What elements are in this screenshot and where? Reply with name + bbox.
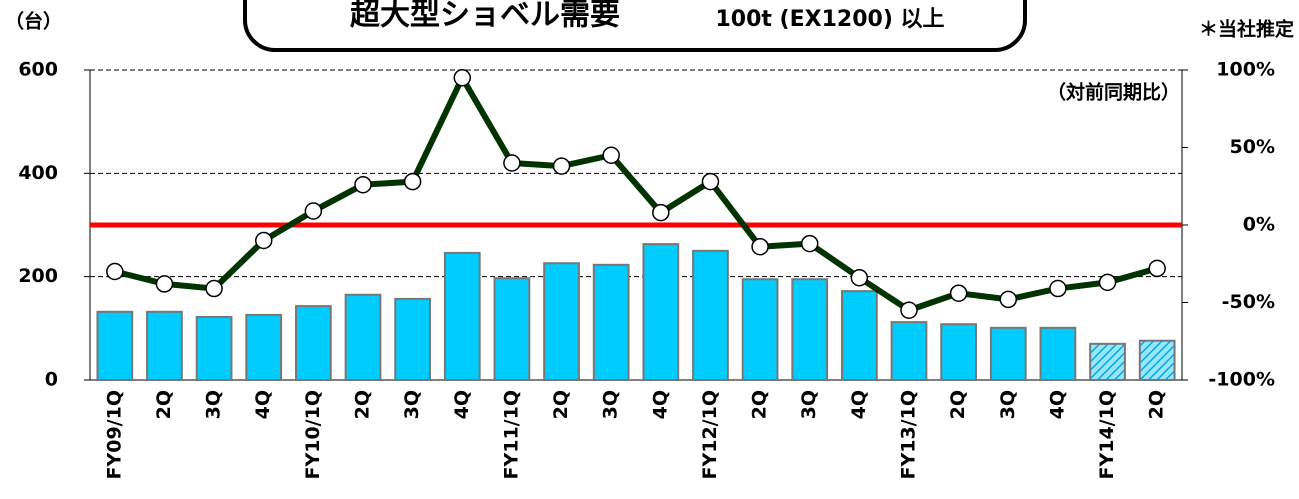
line-point (1148, 259, 1166, 278)
x-tick-label: FY10/1Q (302, 390, 324, 480)
bar (344, 293, 382, 381)
y2-tick-label: 100% (1216, 59, 1275, 81)
bar (493, 277, 531, 382)
line-point (453, 69, 472, 87)
bar (443, 251, 481, 381)
bar (791, 278, 829, 381)
x-tick-label: FY11/1Q (500, 390, 522, 480)
line-point (1049, 279, 1067, 298)
bar (890, 321, 928, 381)
bar (294, 305, 332, 381)
line-point (1098, 273, 1117, 292)
y-tick-label: 600 (18, 59, 58, 81)
x-tick-label: 2Q (153, 390, 175, 419)
bar (146, 310, 183, 381)
bar (543, 262, 580, 382)
line-point (701, 172, 720, 191)
line-point (254, 231, 273, 250)
x-tick-label: 4Q (649, 390, 671, 419)
line-point (949, 284, 968, 302)
x-tick-label: FY13/1Q (898, 390, 920, 480)
bar (940, 323, 978, 382)
y2-tick-label: 0% (1243, 214, 1275, 236)
chart-title: 超大型ショベル需要 (350, 0, 620, 33)
y-axis-label: （台） (5, 10, 62, 33)
line-point (751, 237, 769, 256)
y2-axis-label: （対前同期比） (1047, 81, 1180, 104)
x-tick-label: 2Q (1146, 390, 1168, 419)
x-tick-label: 4Q (252, 390, 274, 419)
x-tick-label: FY09/1Q (103, 390, 125, 480)
bar (989, 326, 1027, 382)
line (114, 74, 1158, 314)
chart-subtitle: 100t (EX1200) 以上 (715, 7, 944, 32)
bar (96, 310, 134, 381)
line-point (106, 262, 124, 281)
bar (741, 278, 779, 381)
y-tick-label: 0 (45, 369, 58, 391)
bar (1039, 326, 1077, 382)
bar (1089, 342, 1126, 382)
line-point (552, 157, 571, 175)
line-point (900, 301, 918, 319)
line-point (850, 268, 869, 287)
x-tick-label: 2Q (749, 390, 771, 419)
line-point (999, 290, 1018, 309)
y2-tick-label: -100% (1208, 369, 1275, 391)
bar (592, 263, 630, 381)
x-tick-label: 3Q (997, 390, 1019, 419)
x-tick-label: 4Q (451, 390, 473, 419)
bar (692, 249, 729, 381)
line-point (205, 279, 223, 298)
x-tick-label: 2Q (947, 390, 969, 419)
title-box (243, 0, 1027, 52)
x-tick-label: 3Q (798, 390, 820, 419)
bar (1138, 339, 1176, 382)
bar (245, 313, 283, 381)
note: ＊当社推定 (1199, 18, 1294, 41)
line-point (155, 275, 174, 293)
y-tick-label: 200 (18, 265, 58, 287)
y2-tick-label: -50% (1222, 291, 1275, 313)
x-tick-label: 4Q (848, 390, 870, 419)
line-point (800, 234, 819, 253)
y-tick-label: 400 (18, 162, 58, 184)
line-point (354, 175, 372, 194)
line-point (652, 203, 670, 222)
line-point (403, 172, 422, 191)
x-tick-label: 2Q (352, 390, 374, 419)
bar (840, 290, 878, 381)
x-tick-label: FY12/1Q (699, 390, 721, 480)
line-point (503, 154, 521, 172)
x-tick-label: FY14/1Q (1096, 390, 1118, 480)
x-tick-label: 3Q (600, 390, 622, 419)
x-tick-label: 2Q (550, 390, 572, 419)
x-tick-label: 3Q (401, 390, 423, 419)
x-tick-label: 3Q (203, 390, 225, 419)
x-tick-label: 4Q (1046, 390, 1068, 419)
bar (195, 315, 233, 382)
line-point (602, 146, 620, 164)
bar (394, 297, 432, 381)
line-point (304, 202, 323, 220)
bar (642, 243, 680, 381)
y2-tick-label: 50% (1230, 136, 1275, 158)
